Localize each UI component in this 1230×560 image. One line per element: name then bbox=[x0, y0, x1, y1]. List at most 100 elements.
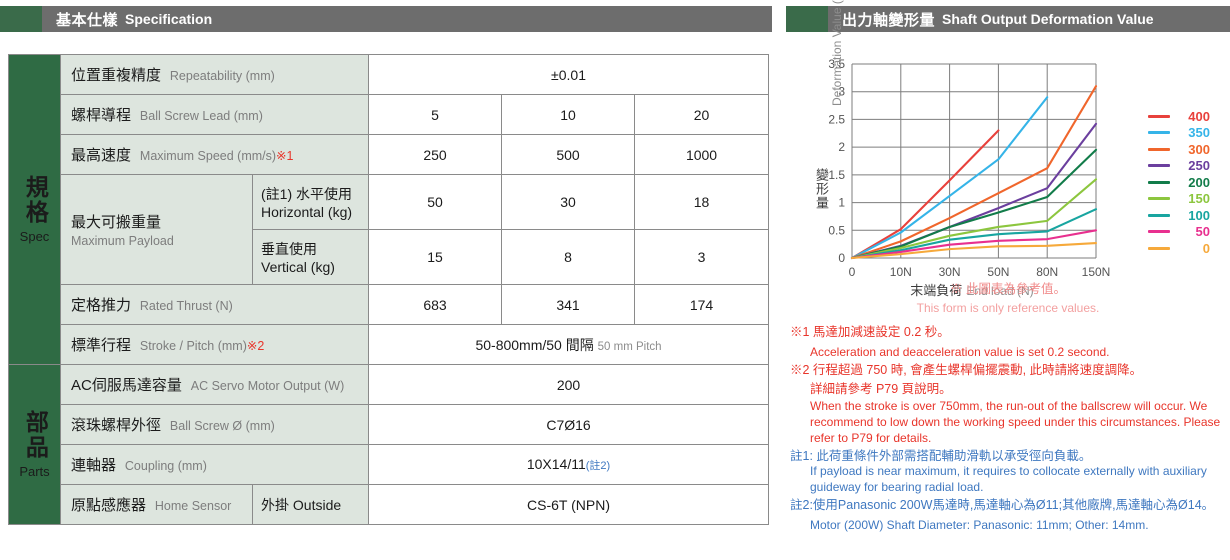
legend-label: 300 bbox=[1188, 141, 1210, 157]
footnote-m2: ※2 行程超過 750 時, 會產生螺桿偏擺震動, 此時請將速度調降。 詳細請參… bbox=[790, 362, 1230, 448]
row-label-cn: 定格推力 bbox=[71, 297, 132, 314]
footnote-m2-en: When the stroke is over 750mm, the run-o… bbox=[810, 399, 1221, 445]
svg-text:0: 0 bbox=[849, 265, 856, 279]
row-value-thrust-683: 683 bbox=[368, 284, 503, 325]
legend-swatch-icon bbox=[1148, 246, 1170, 250]
table-row: 連軸器 Coupling (mm) 10X14/11(註2) bbox=[9, 444, 770, 485]
row-label-cn: 位置重複精度 bbox=[71, 67, 162, 84]
deformation-chart: 0 0.5 1 1.5 2 2.5 3 3.5 0 10N 30N 50N 80N 150N 變形量 De… bbox=[786, 0, 1230, 305]
svg-text:80N: 80N bbox=[1036, 265, 1058, 279]
table-row: 垂直使用 Vertical (kg) 15 8 3 bbox=[9, 229, 770, 285]
group-label-parts-en: Parts bbox=[19, 464, 50, 479]
row-label-en: Ball Screw Lead (mm) bbox=[139, 109, 263, 123]
row-label-cn: 滾珠螺桿外徑 bbox=[71, 417, 162, 434]
table-row: 最大可搬重量 Maximum Payload (註1) 水平使用 Horizon… bbox=[9, 174, 770, 285]
footnote-m1: ※1 馬達加減速設定 0.2 秒。 Acceleration and deacc… bbox=[790, 324, 1230, 362]
legend-swatch-icon bbox=[1148, 180, 1170, 184]
row-value-motor-output: 200 bbox=[368, 364, 770, 405]
row-label-repeatability: 位置重複精度 Repeatability (mm) bbox=[59, 54, 370, 95]
row-value-vertical-3: 3 bbox=[634, 229, 770, 285]
row-value-stroke-pitch: 50-800mm/50 間隔 50 mm Pitch bbox=[368, 324, 770, 365]
svg-text:30N: 30N bbox=[939, 265, 961, 279]
chart-legend: 400 350 300 250 200 150 100 50 0 bbox=[1148, 108, 1210, 257]
chart-section-header: 出力軸變形量 Shaft Output Deformation Value bbox=[786, 6, 1230, 32]
row-label-maximum-payload: 最大可搬重量 Maximum Payload bbox=[60, 174, 253, 285]
svg-text:3.5: 3.5 bbox=[828, 57, 845, 71]
svg-text:1.5: 1.5 bbox=[828, 168, 845, 182]
row-sublabel-cn: 水平使用 bbox=[296, 186, 353, 202]
legend-item-150: 150 bbox=[1148, 191, 1210, 208]
reference-note-en: This form is only reference values. bbox=[916, 300, 1100, 315]
row-value-thrust-174: 174 bbox=[634, 284, 770, 325]
legend-swatch-icon bbox=[1148, 197, 1170, 201]
table-row: 規格 Spec 位置重複精度 Repeatability (mm) ±0.01 bbox=[8, 54, 770, 365]
row-label-cn: 螺桿導程 bbox=[71, 107, 132, 124]
row-label-cn: 最高速度 bbox=[71, 147, 132, 164]
table-row: 定格推力 Rated Thrust (N) 683 341 174 bbox=[9, 284, 770, 325]
footnotes-block: ※1 馬達加減速設定 0.2 秒。 Acceleration and deacc… bbox=[790, 324, 1230, 535]
row-sublabel-outside: 外掛 Outside bbox=[251, 484, 370, 525]
row-value-vertical-15: 15 bbox=[368, 229, 503, 285]
legend-item-50: 50 bbox=[1148, 224, 1210, 241]
legend-label: 50 bbox=[1195, 224, 1210, 240]
legend-swatch-icon bbox=[1148, 230, 1170, 234]
header-title-en: Specification bbox=[125, 11, 213, 27]
x-axis-label: 末端負荷 End load (N) bbox=[852, 280, 1092, 299]
row-label-mark: ※2 bbox=[246, 339, 265, 353]
reference-note-cn: ※ 此圖表為參考值。 bbox=[950, 282, 1066, 296]
chart-title-en: Shaft Output Deformation Value bbox=[942, 11, 1154, 27]
row-sublabel-horizontal: (註1) 水平使用 Horizontal (kg) bbox=[251, 174, 370, 230]
table-row: 標準行程 Stroke / Pitch (mm)※2 50-800mm/50 間… bbox=[9, 324, 770, 365]
legend-swatch-icon bbox=[1148, 213, 1170, 217]
row-label-coupling: 連軸器 Coupling (mm) bbox=[59, 444, 370, 485]
legend-label: 100 bbox=[1188, 207, 1210, 223]
header-bar: 出力軸變形量 Shaft Output Deformation Value bbox=[828, 6, 1230, 32]
row-label-cn: 最大可搬重量 bbox=[71, 214, 162, 231]
row-label-ball-screw-lead: 螺桿導程 Ball Screw Lead (mm) bbox=[59, 94, 370, 135]
row-label-en: Stroke / Pitch (mm) bbox=[139, 339, 247, 353]
row-label-ball-screw-diameter: 滾珠螺桿外徑 Ball Screw Ø (mm) bbox=[59, 404, 370, 445]
row-sublabel-en: Vertical (kg) bbox=[261, 259, 335, 275]
group-label-parts-cn: 部品 bbox=[22, 410, 49, 460]
row-label-en: Maximum Speed (mm/s) bbox=[139, 149, 277, 163]
svg-text:0: 0 bbox=[838, 251, 845, 265]
y-axis-label-cn: 變形量 bbox=[814, 168, 829, 210]
legend-label: 150 bbox=[1188, 191, 1210, 207]
legend-label: 400 bbox=[1188, 108, 1210, 124]
table-row: 部品 Parts AC伺服馬達容量 AC Servo Motor Output … bbox=[8, 364, 770, 525]
x-axis-label-cn: 末端負荷 bbox=[910, 283, 963, 298]
row-label-en: Coupling (mm) bbox=[124, 459, 207, 473]
legend-swatch-icon bbox=[1148, 147, 1170, 151]
row-value-lead-5: 5 bbox=[368, 94, 503, 135]
footnote-n1: 註1: 此荷重條件外部需搭配輔助滑軌以承受徑向負載。 If payload is… bbox=[790, 448, 1230, 497]
group-label-spec: 規格 Spec bbox=[8, 54, 61, 365]
row-label-rated-thrust: 定格推力 Rated Thrust (N) bbox=[59, 284, 370, 325]
row-value-main: 10X14/11 bbox=[526, 456, 586, 472]
legend-item-0: 0 bbox=[1148, 240, 1210, 257]
row-value-coupling: 10X14/11(註2) bbox=[368, 444, 770, 485]
row-value-thrust-341: 341 bbox=[501, 284, 636, 325]
legend-label: 350 bbox=[1188, 125, 1210, 141]
row-value-vertical-8: 8 bbox=[501, 229, 636, 285]
row-label-cn: 標準行程 bbox=[71, 337, 132, 354]
row-label-cn: 原點感應器 bbox=[71, 497, 147, 514]
svg-text:150N: 150N bbox=[1082, 265, 1111, 279]
row-sublabel-vertical: 垂直使用 Vertical (kg) bbox=[251, 229, 370, 285]
legend-label: 0 bbox=[1202, 240, 1210, 256]
row-label-motor-output: AC伺服馬達容量 AC Servo Motor Output (W) bbox=[59, 364, 370, 405]
header-accent-block bbox=[786, 6, 828, 32]
table-row: 最高速度 Maximum Speed (mm/s)※1 250 500 1000 bbox=[9, 134, 770, 175]
row-label-en: Repeatability (mm) bbox=[169, 69, 275, 83]
footnote-m1-cn: ※1 馬達加減速設定 0.2 秒。 bbox=[790, 325, 950, 339]
footnote-m1-en: Acceleration and deacceleration value is… bbox=[810, 344, 1110, 359]
row-value-speed-500: 500 bbox=[501, 134, 636, 175]
footnote-n1-en: If payload is near maximum, it requires … bbox=[810, 464, 1207, 495]
table-row: 原點感應器 Home Sensor 外掛 Outside CS-6T (NPN) bbox=[9, 484, 770, 525]
footnote-m2-cn: ※2 行程超過 750 時, 會產生螺桿偏擺震動, 此時請將速度調降。 bbox=[790, 362, 1143, 377]
legend-swatch-icon bbox=[1148, 164, 1170, 168]
legend-swatch-icon bbox=[1148, 114, 1170, 118]
legend-item-300: 300 bbox=[1148, 141, 1210, 158]
footnote-n2-en: Motor (200W) Shaft Diameter: Panasonic: … bbox=[810, 517, 1149, 532]
footnote-n2-cn: 註2:使用Panasonic 200W馬達時,馬達軸心為Ø11;其他廠牌,馬達軸… bbox=[790, 498, 1215, 513]
group-label-parts: 部品 Parts bbox=[8, 364, 61, 525]
